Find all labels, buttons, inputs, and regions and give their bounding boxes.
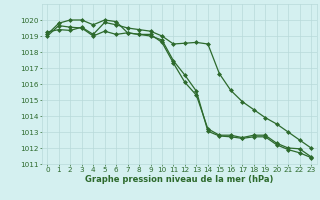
X-axis label: Graphe pression niveau de la mer (hPa): Graphe pression niveau de la mer (hPa) [85,175,273,184]
